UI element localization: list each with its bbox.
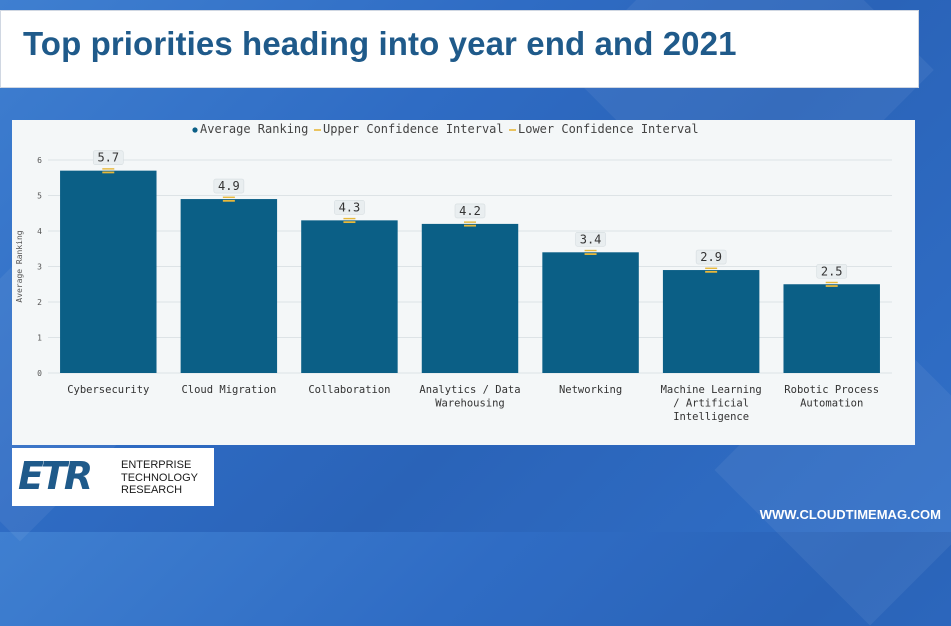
data-label: 4.2 <box>459 204 481 218</box>
data-label: 2.9 <box>700 250 722 264</box>
footer-url: WWW.CLOUDTIMEMAG.COM <box>759 507 941 522</box>
data-label-box <box>575 232 606 247</box>
y-tick-label: 1 <box>37 334 42 343</box>
logo-wordmark: ENTERPRISE TECHNOLOGY RESEARCH <box>121 459 198 497</box>
x-tick-label: Cloud Migration <box>181 384 276 396</box>
data-label-box <box>92 150 124 165</box>
y-tick-label: 2 <box>37 298 42 307</box>
logo-line-1: ENTERPRISE <box>121 459 192 471</box>
page-title: Top priorities heading into year end and… <box>23 25 737 62</box>
x-tick-label: / Artificial <box>673 398 749 410</box>
title-banner: Top priorities heading into year end and… <box>0 10 919 88</box>
x-tick-label: Collaboration <box>308 384 390 396</box>
x-tick-label: Cybersecurity <box>67 384 149 396</box>
data-label-box <box>213 178 245 194</box>
bar <box>301 220 398 373</box>
data-label: 2.5 <box>821 264 843 278</box>
data-label: 5.7 <box>97 151 119 165</box>
bar-chart: 0 1 2 3 4 5 6 Average Ranking Average Ranking Upp… <box>15 122 892 423</box>
logo-line-2: TECHNOLOGY <box>121 471 199 484</box>
x-tick-label: Robotic Process <box>784 384 879 396</box>
legend-item-label: Lower Confidence Interval <box>518 122 699 136</box>
y-axis-label: Average Ranking <box>15 230 24 302</box>
data-label-box <box>816 263 848 279</box>
y-tick-label: 6 <box>37 156 42 165</box>
logo-mark: ETR <box>18 454 93 498</box>
data-label-box <box>695 249 727 265</box>
y-tick-label: 3 <box>37 263 42 272</box>
legend-item-label: Average Ranking <box>200 122 308 136</box>
bar <box>60 170 157 373</box>
x-tick-label: Machine Learning <box>661 384 762 396</box>
y-tick-label: 0 <box>37 369 42 378</box>
x-tick-label: Warehousing <box>435 398 505 410</box>
bar <box>783 284 880 373</box>
y-tick-label: 4 <box>37 227 42 236</box>
chart-panel: 0 1 2 3 4 5 6 Average Ranking Average Ranking Upp… <box>12 120 915 445</box>
x-tick-label: Networking <box>559 384 622 396</box>
bar <box>542 252 639 373</box>
data-label-box <box>334 200 365 215</box>
data-label: 3.4 <box>580 232 602 246</box>
x-tick-label: Analytics / Data <box>419 384 520 396</box>
legend-marker-dot <box>192 127 198 133</box>
data-label: 4.3 <box>339 200 361 214</box>
legend-item-label: Upper Confidence Interval <box>323 122 504 136</box>
bar <box>662 270 760 373</box>
logo-line-3: RESEARCH <box>121 484 183 496</box>
x-tick-label: Intelligence <box>673 411 749 423</box>
bar <box>180 199 278 373</box>
x-tick-label: Automation <box>800 398 863 410</box>
data-label-box <box>454 203 486 219</box>
y-tick-label: 5 <box>37 192 42 201</box>
bar <box>421 223 519 373</box>
data-label: 4.9 <box>218 179 240 193</box>
etr-logo: ETR ENTERPRISE TECHNOLOGY RESEARCH <box>12 448 214 506</box>
